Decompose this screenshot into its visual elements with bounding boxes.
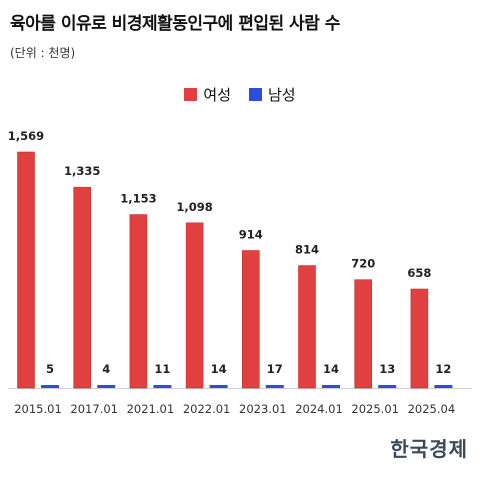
legend-item-male: 남성 [249,84,296,105]
bar-male-2021.01 [153,385,172,388]
bar-male-2025.01 [378,385,397,388]
bar-male-2023.01 [265,385,284,388]
bar-male-2017.01 [97,385,116,388]
legend-item-female: 여성 [184,84,231,105]
x-tick-label-2024.01: 2024.01 [295,402,343,416]
data-label-male-2017.01: 4 [102,362,110,376]
chart-legend: 여성 남성 [0,84,480,105]
data-label-female-2025.01: 720 [351,257,375,271]
data-label-female-2023.01: 914 [239,228,263,242]
x-tick-label-2021.01: 2021.01 [127,402,175,416]
bar-female-2017.01 [73,186,91,389]
unit-note: (단위 : 천명) [10,46,76,60]
x-tick-label-2025.04: 2025.04 [408,402,456,416]
bar-male-2015.01 [41,385,59,388]
data-label-male-2025.01: 13 [379,362,395,376]
bar-female-2025.01 [354,279,373,389]
bar-female-2015.01 [17,151,35,389]
data-label-male-2021.01: 11 [154,362,170,376]
data-label-female-2022.01: 1,098 [176,200,212,214]
bar-male-2022.01 [209,385,228,388]
legend-label-female: 여성 [203,86,231,104]
bar-female-2025.04 [410,288,429,389]
bar-male-2024.01 [322,385,340,388]
data-label-female-2015.01: 1,569 [8,129,44,143]
data-label-male-2024.01: 14 [323,362,339,376]
legend-swatch-female [184,88,198,101]
data-label-male-2025.04: 12 [435,362,451,376]
bar-female-2024.01 [298,265,316,389]
data-label-female-2021.01: 1,153 [120,192,156,206]
data-label-female-2017.01: 1,335 [64,164,100,178]
chart-title: 육아를 이유로 비경제활동인구에 편입된 사람 수 [10,14,340,34]
bar-female-2021.01 [129,214,148,389]
legend-label-male: 남성 [268,86,296,104]
bar-female-2023.01 [242,250,260,389]
x-tick-label-2023.01: 2023.01 [239,402,287,416]
bar-male-2025.04 [434,385,453,388]
x-tick-label-2025.01: 2025.01 [351,402,399,416]
legend-swatch-male [249,88,262,101]
data-label-male-2022.01: 14 [211,362,227,376]
brand-logo: 한국경제 [390,437,468,461]
x-tick-label-2015.01: 2015.01 [14,402,62,416]
data-label-female-2025.04: 658 [407,266,431,280]
bar-female-2022.01 [185,222,204,389]
data-label-male-2015.01: 5 [46,362,54,376]
data-label-male-2023.01: 17 [267,362,283,376]
x-tick-label-2017.01: 2017.01 [70,402,118,416]
data-label-female-2024.01: 814 [295,243,319,257]
x-tick-label-2022.01: 2022.01 [183,402,231,416]
